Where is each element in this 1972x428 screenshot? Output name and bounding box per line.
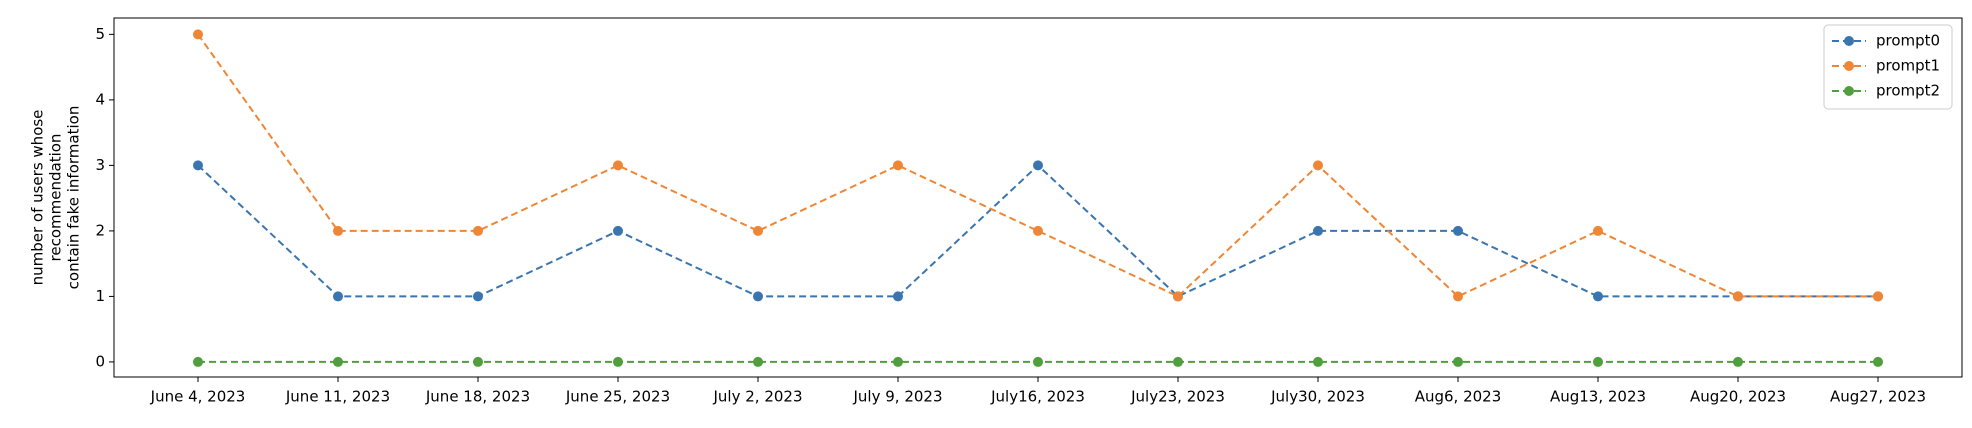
- data-point: [333, 291, 343, 302]
- x-tick-label: June 11, 2023: [285, 388, 390, 406]
- data-point: [1033, 160, 1043, 171]
- data-point: [1453, 291, 1463, 302]
- x-tick-label: June 25, 2023: [565, 388, 670, 406]
- legend-marker: [1844, 61, 1854, 71]
- data-point: [473, 225, 483, 236]
- y-axis-label: number of users whose: [29, 110, 47, 286]
- data-point: [1873, 291, 1883, 302]
- x-tick-label: June 4, 2023: [150, 388, 246, 406]
- data-point: [333, 356, 343, 367]
- x-tick-label: July23, 2023: [1130, 388, 1225, 406]
- data-point: [893, 160, 903, 171]
- legend-label: prompt2: [1876, 82, 1940, 100]
- data-point: [613, 356, 623, 367]
- data-point: [1173, 291, 1183, 302]
- data-point: [753, 225, 763, 236]
- plot-frame: [113, 17, 1963, 378]
- legend-marker: [1844, 86, 1854, 96]
- data-point: [893, 356, 903, 367]
- x-tick-label: July16, 2023: [990, 388, 1085, 406]
- x-tick-label: Aug13, 2023: [1550, 388, 1646, 406]
- y-tick-label: 3: [95, 156, 105, 174]
- x-tick-label: Aug20, 2023: [1690, 388, 1786, 406]
- data-point: [753, 291, 763, 302]
- data-point: [613, 160, 623, 171]
- y-tick-label: 5: [95, 25, 105, 43]
- data-point: [1313, 356, 1323, 367]
- x-tick-label: Aug27, 2023: [1830, 388, 1926, 406]
- data-point: [1453, 225, 1463, 236]
- y-tick-label: 1: [95, 287, 105, 305]
- y-tick-label: 4: [95, 90, 105, 108]
- data-point: [473, 356, 483, 367]
- data-point: [1733, 356, 1743, 367]
- data-point: [753, 356, 763, 367]
- data-point: [193, 356, 203, 367]
- data-point: [193, 160, 203, 171]
- data-point: [1313, 160, 1323, 171]
- data-point: [1593, 356, 1603, 367]
- x-tick-label: July 2, 2023: [713, 388, 803, 406]
- legend-marker: [1844, 36, 1854, 46]
- legend-label: prompt0: [1876, 32, 1940, 50]
- x-tick-label: July 9, 2023: [853, 388, 943, 406]
- x-tick-label: Aug6, 2023: [1415, 388, 1502, 406]
- data-point: [1033, 225, 1043, 236]
- y-axis-label: recommendation: [47, 134, 65, 262]
- x-tick-label: June 18, 2023: [425, 388, 530, 406]
- data-point: [1593, 291, 1603, 302]
- data-point: [1733, 291, 1743, 302]
- data-point: [333, 225, 343, 236]
- data-point: [613, 225, 623, 236]
- legend-box: [1823, 24, 1953, 110]
- y-axis-label: contain fake information: [65, 106, 83, 290]
- data-point: [1593, 225, 1603, 236]
- data-point: [473, 291, 483, 302]
- data-point: [1173, 356, 1183, 367]
- data-point: [1873, 356, 1883, 367]
- data-point: [1453, 356, 1463, 367]
- legend-label: prompt1: [1876, 57, 1940, 75]
- x-tick-label: July30, 2023: [1270, 388, 1365, 406]
- data-point: [193, 29, 203, 40]
- y-tick-label: 2: [95, 221, 105, 239]
- data-point: [1313, 225, 1323, 236]
- y-tick-label: 0: [95, 352, 105, 370]
- data-point: [893, 291, 903, 302]
- data-point: [1033, 356, 1043, 367]
